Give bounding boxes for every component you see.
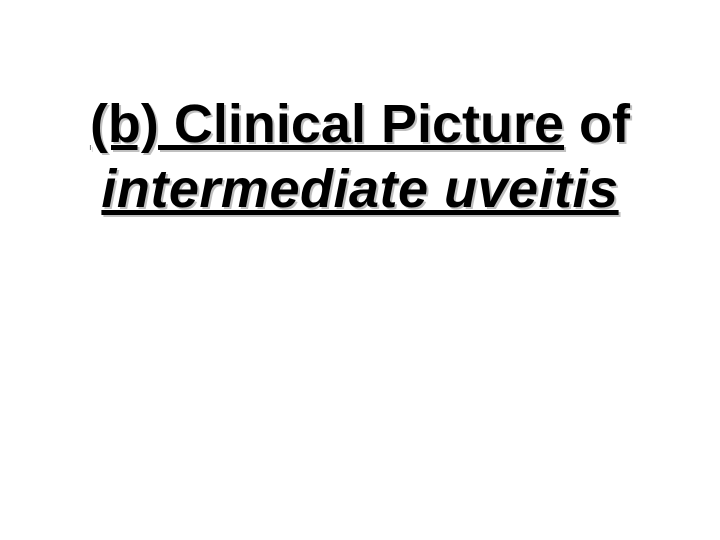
slide-heading: (b) Clinical Picture of intermediate uve… xyxy=(50,92,670,222)
heading-line1-prefix: (b) Clinical Picture xyxy=(90,94,564,154)
heading-line-1: (b) Clinical Picture of xyxy=(50,92,670,157)
heading-line-2: intermediate uveitis xyxy=(50,157,670,222)
slide: (b) Clinical Picture of intermediate uve… xyxy=(0,0,720,540)
heading-line1-suffix: of xyxy=(564,94,630,154)
